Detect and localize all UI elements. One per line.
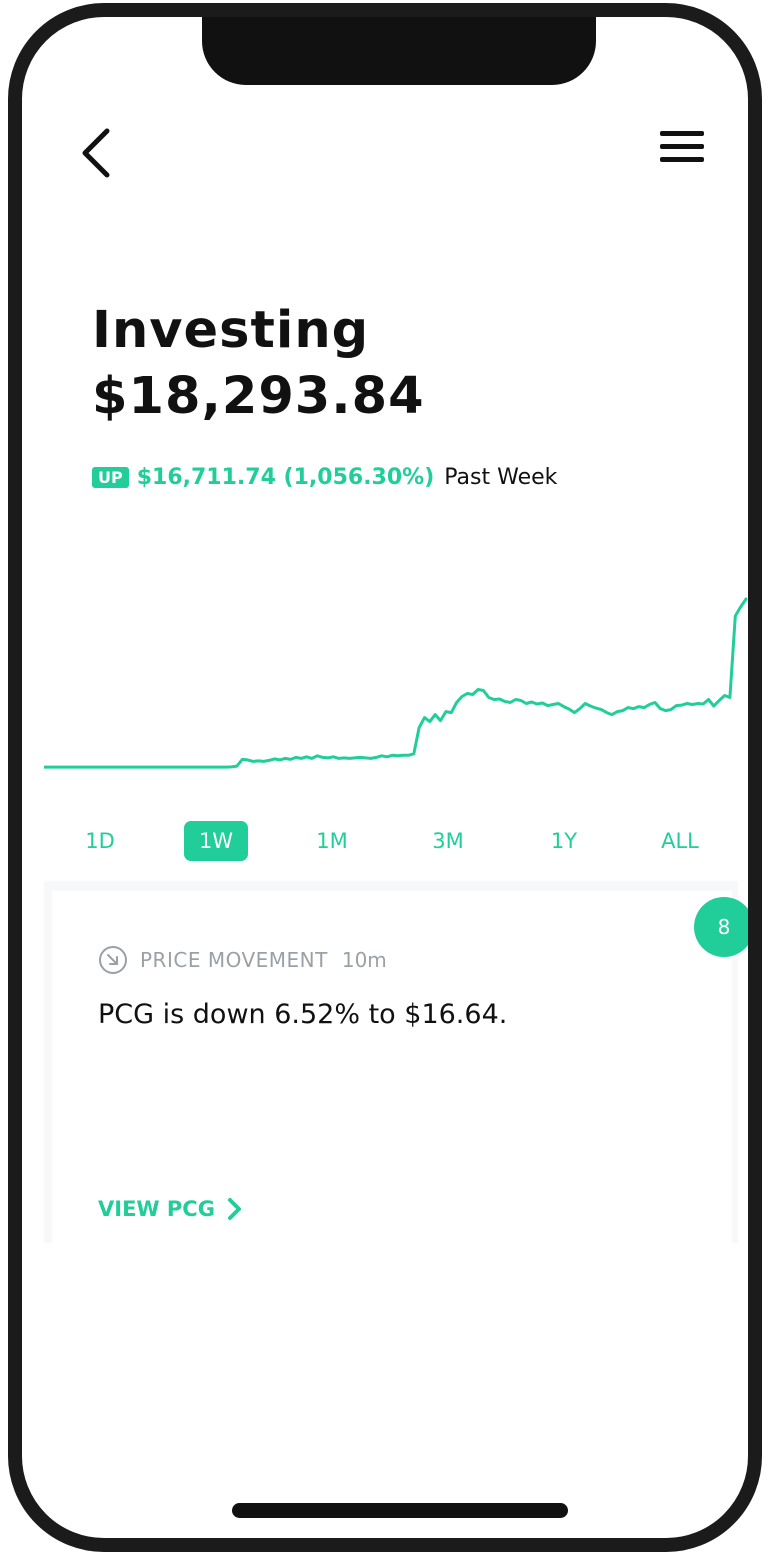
phone-notch: [202, 17, 596, 85]
chevron-right-icon: [227, 1198, 241, 1220]
notification-count-badge: 8: [694, 897, 748, 957]
change-value: $16,711.74 (1,056.30%): [136, 465, 435, 490]
view-pcg-label: VIEW PCG: [98, 1197, 215, 1221]
up-badge: UP: [92, 467, 129, 488]
notification-card[interactable]: [44, 881, 738, 1243]
range-tab-3m[interactable]: 3M: [432, 829, 464, 853]
range-tab-1y[interactable]: 1Y: [550, 829, 578, 853]
hamburger-menu-icon: [660, 131, 704, 162]
change-summary: UP $16,711.74 (1,056.30%) Past Week: [92, 465, 557, 490]
change-period: Past Week: [444, 465, 558, 490]
chevron-left-icon: [82, 128, 110, 178]
view-pcg-link[interactable]: VIEW PCG: [98, 1197, 245, 1221]
time-range-selector: 1D 1W 1M 3M 1Y ALL: [68, 817, 712, 865]
notification-label: PRICE MOVEMENT: [140, 948, 328, 972]
range-tab-all[interactable]: ALL: [661, 829, 699, 853]
page-title: Investing: [92, 301, 370, 360]
portfolio-balance: $18,293.84: [92, 367, 425, 426]
range-tab-1d[interactable]: 1D: [85, 829, 115, 853]
menu-button[interactable]: [654, 123, 710, 171]
portfolio-chart[interactable]: [44, 577, 748, 817]
back-button[interactable]: [74, 123, 118, 183]
range-tab-1m[interactable]: 1M: [316, 829, 348, 853]
notification-header: PRICE MOVEMENT 10m: [98, 945, 387, 975]
notification-text: PCG is down 6.52% to $16.64.: [98, 999, 508, 1030]
chart-series-line: [44, 597, 748, 769]
notification-time: 10m: [341, 948, 387, 972]
home-indicator: [232, 1503, 568, 1518]
phone-frame: Investing $18,293.84 UP $16,711.74 (1,05…: [8, 3, 762, 1552]
arrow-down-right-circle-icon: [99, 946, 127, 974]
range-tab-1w[interactable]: 1W: [184, 821, 248, 861]
